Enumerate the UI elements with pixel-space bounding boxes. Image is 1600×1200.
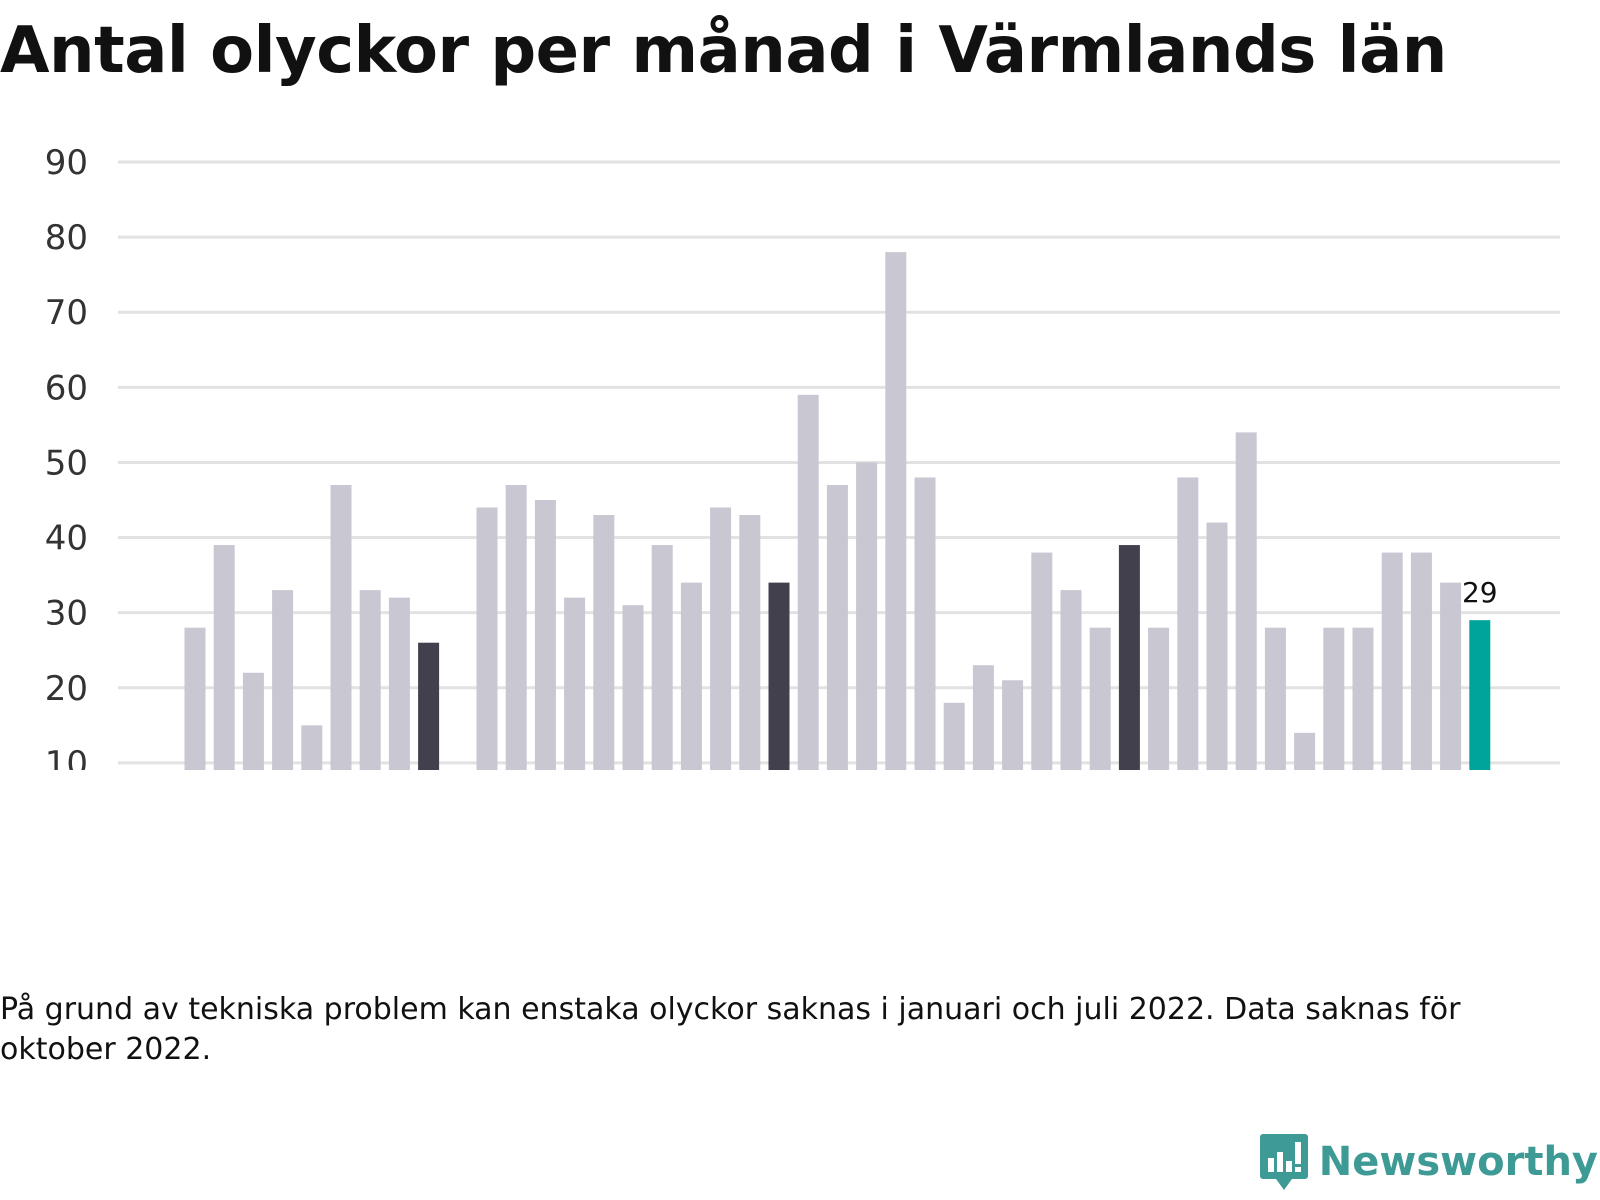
bar-2025-07 [1410, 552, 1432, 770]
y-tick-label: 70 [45, 293, 88, 333]
bar-2022-02 [213, 545, 235, 770]
bar-2025-05 [1352, 627, 1374, 770]
bar-2023-04 [622, 605, 644, 770]
y-tick-label: 80 [45, 218, 88, 258]
bars [184, 252, 1491, 770]
y-tick-label: 90 [45, 143, 88, 183]
bar-2025-04 [1323, 627, 1345, 770]
bar-2024-09 [1118, 545, 1140, 770]
brand-name: Newsworthy [1318, 1139, 1598, 1185]
bar-2025-06 [1381, 552, 1403, 770]
bar-2025-01 [1235, 432, 1257, 770]
bar-2023-11 [826, 484, 848, 770]
bar-2023-08 [739, 515, 761, 770]
bar-2022-03 [242, 672, 264, 770]
gridlines [118, 160, 1560, 765]
bar-2023-12 [856, 462, 878, 770]
y-tick-label: 40 [45, 519, 88, 559]
bar-2022-05 [301, 725, 323, 770]
bar-2023-06 [680, 582, 702, 770]
bar-2024-05 [1002, 680, 1024, 770]
bar-2024-06 [1031, 552, 1053, 770]
newsworthy-logo-icon [1259, 1134, 1308, 1190]
y-tick-label: 20 [45, 669, 88, 709]
y-tick-label: 30 [45, 594, 88, 634]
bar-2024-01 [885, 252, 907, 770]
chart-title: Antal olyckor per månad i Värmlands län [0, 14, 1447, 88]
bar-2022-07 [359, 590, 381, 770]
bar-2025-08 [1440, 582, 1462, 770]
bar-2024-02 [914, 477, 936, 770]
bar-2024-11 [1177, 477, 1199, 770]
bar-2022-09 [418, 642, 440, 770]
y-tick-label: 10 [45, 744, 88, 770]
bar-2022-08 [388, 597, 410, 770]
bar-2024-12 [1206, 522, 1228, 770]
bar-2024-03 [943, 702, 965, 770]
bar-2025-09 [1469, 620, 1491, 770]
bar-2023-07 [710, 507, 732, 770]
brand-logo: Newsworthy [1259, 1132, 1598, 1192]
bar-2024-08 [1089, 627, 1111, 770]
bar-2024-07 [1060, 590, 1082, 770]
y-axis-labels: 0102030405060708090 [45, 143, 88, 770]
footnote: På grund av tekniska problem kan enstaka… [0, 992, 1461, 1067]
bar-2024-10 [1148, 627, 1170, 770]
bar-2022-11 [476, 507, 498, 770]
bar-2022-12 [505, 484, 527, 770]
bar-2023-02 [564, 597, 586, 770]
bar-2022-06 [330, 484, 352, 770]
bar-2022-01 [184, 627, 206, 770]
y-tick-label: 50 [45, 443, 88, 483]
bar-chart: 0102030405060708090 2022202320242025 29 [45, 143, 1560, 770]
bar-2023-03 [593, 515, 615, 770]
data-labels: 29 [1459, 573, 1501, 612]
bar-2023-05 [651, 545, 673, 770]
bar-2025-03 [1294, 732, 1316, 770]
bar-2023-01 [534, 500, 556, 770]
data-label-2025-09: 29 [1462, 576, 1498, 609]
y-tick-label: 60 [45, 368, 88, 408]
bar-2023-09 [768, 582, 790, 770]
bar-2022-04 [272, 590, 294, 770]
bar-2023-10 [797, 394, 819, 770]
bar-2025-02 [1264, 627, 1286, 770]
bar-2024-04 [972, 665, 994, 770]
